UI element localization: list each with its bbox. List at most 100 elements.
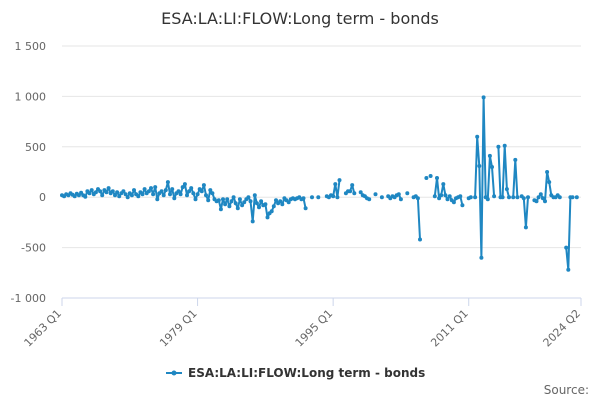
data-point[interactable]: [106, 186, 111, 191]
data-point[interactable]: [352, 191, 357, 196]
data-point[interactable]: [237, 197, 242, 202]
data-point[interactable]: [526, 195, 530, 200]
data-point[interactable]: [240, 203, 245, 208]
data-point[interactable]: [221, 197, 225, 202]
data-point[interactable]: [223, 202, 228, 207]
source-credit[interactable]: Source:: [544, 383, 589, 397]
data-point[interactable]: [248, 199, 253, 204]
data-point[interactable]: [458, 194, 463, 199]
data-point[interactable]: [502, 143, 507, 148]
series-line[interactable]: [60, 95, 579, 272]
data-point[interactable]: [545, 170, 550, 174]
data-point[interactable]: [451, 200, 456, 205]
data-point[interactable]: [110, 189, 115, 194]
data-point[interactable]: [225, 197, 230, 202]
data-point[interactable]: [507, 195, 511, 200]
data-point[interactable]: [193, 197, 198, 202]
data-point[interactable]: [93, 190, 98, 195]
data-point[interactable]: [104, 190, 109, 195]
data-point[interactable]: [405, 191, 410, 196]
data-point[interactable]: [100, 193, 105, 198]
data-point[interactable]: [468, 195, 473, 200]
data-point[interactable]: [242, 200, 247, 205]
data-point[interactable]: [432, 194, 437, 199]
data-point[interactable]: [263, 202, 268, 207]
data-point[interactable]: [373, 192, 378, 197]
data-point[interactable]: [153, 185, 158, 190]
data-point[interactable]: [460, 203, 465, 208]
data-point[interactable]: [523, 225, 528, 230]
data-point[interactable]: [146, 189, 151, 194]
data-point[interactable]: [176, 189, 181, 194]
data-point[interactable]: [235, 206, 240, 211]
data-point[interactable]: [142, 187, 147, 192]
data-point[interactable]: [286, 200, 291, 205]
data-point[interactable]: [447, 194, 452, 199]
data-point[interactable]: [379, 195, 384, 200]
data-point[interactable]: [496, 144, 501, 149]
data-point[interactable]: [170, 187, 175, 192]
data-point[interactable]: [441, 182, 446, 187]
data-point[interactable]: [511, 195, 516, 200]
data-point[interactable]: [437, 196, 442, 201]
data-point[interactable]: [479, 255, 484, 260]
data-point[interactable]: [543, 199, 547, 204]
data-point[interactable]: [534, 199, 539, 204]
data-point[interactable]: [521, 196, 526, 201]
data-point[interactable]: [513, 157, 518, 162]
data-point[interactable]: [348, 189, 353, 194]
data-point[interactable]: [271, 204, 276, 209]
data-point[interactable]: [504, 187, 509, 192]
data-point[interactable]: [125, 195, 130, 200]
data-point[interactable]: [485, 197, 490, 202]
data-point[interactable]: [254, 201, 259, 206]
data-point[interactable]: [439, 193, 444, 198]
data-point[interactable]: [163, 188, 168, 193]
data-point[interactable]: [337, 178, 342, 183]
data-point[interactable]: [259, 199, 264, 204]
data-point[interactable]: [475, 134, 480, 139]
data-point[interactable]: [350, 183, 355, 188]
data-point[interactable]: [335, 195, 340, 200]
data-point[interactable]: [398, 197, 403, 202]
data-point[interactable]: [231, 195, 236, 200]
data-point[interactable]: [191, 191, 196, 196]
data-point[interactable]: [129, 193, 134, 198]
data-point[interactable]: [159, 189, 164, 194]
data-point[interactable]: [316, 195, 321, 200]
data-point[interactable]: [424, 176, 429, 180]
data-point[interactable]: [246, 195, 251, 200]
data-point[interactable]: [415, 196, 420, 201]
data-point[interactable]: [155, 197, 160, 202]
data-point[interactable]: [199, 189, 204, 194]
data-point[interactable]: [218, 207, 223, 212]
data-point[interactable]: [195, 192, 200, 197]
legend[interactable]: ESA:LA:LI:FLOW:Long term - bonds: [166, 366, 425, 380]
data-point[interactable]: [473, 195, 478, 200]
data-point[interactable]: [500, 195, 505, 200]
data-point[interactable]: [265, 215, 270, 220]
data-point[interactable]: [428, 174, 433, 178]
data-point[interactable]: [189, 186, 194, 191]
data-point[interactable]: [492, 194, 497, 199]
data-point[interactable]: [538, 192, 543, 197]
data-point[interactable]: [418, 237, 422, 242]
data-point[interactable]: [132, 188, 136, 193]
data-point[interactable]: [396, 192, 401, 197]
data-point[interactable]: [121, 189, 126, 194]
data-point[interactable]: [168, 192, 172, 197]
data-point[interactable]: [210, 191, 215, 196]
data-point[interactable]: [206, 198, 211, 203]
data-point[interactable]: [115, 190, 120, 195]
data-point[interactable]: [216, 198, 221, 203]
data-point[interactable]: [331, 194, 336, 199]
data-point[interactable]: [136, 194, 141, 199]
data-point[interactable]: [250, 219, 255, 224]
data-point[interactable]: [257, 205, 261, 210]
data-point[interactable]: [161, 193, 166, 198]
data-point[interactable]: [303, 206, 308, 211]
data-point[interactable]: [481, 95, 486, 100]
data-point[interactable]: [113, 193, 117, 198]
data-point[interactable]: [123, 192, 128, 197]
data-point[interactable]: [445, 197, 450, 202]
